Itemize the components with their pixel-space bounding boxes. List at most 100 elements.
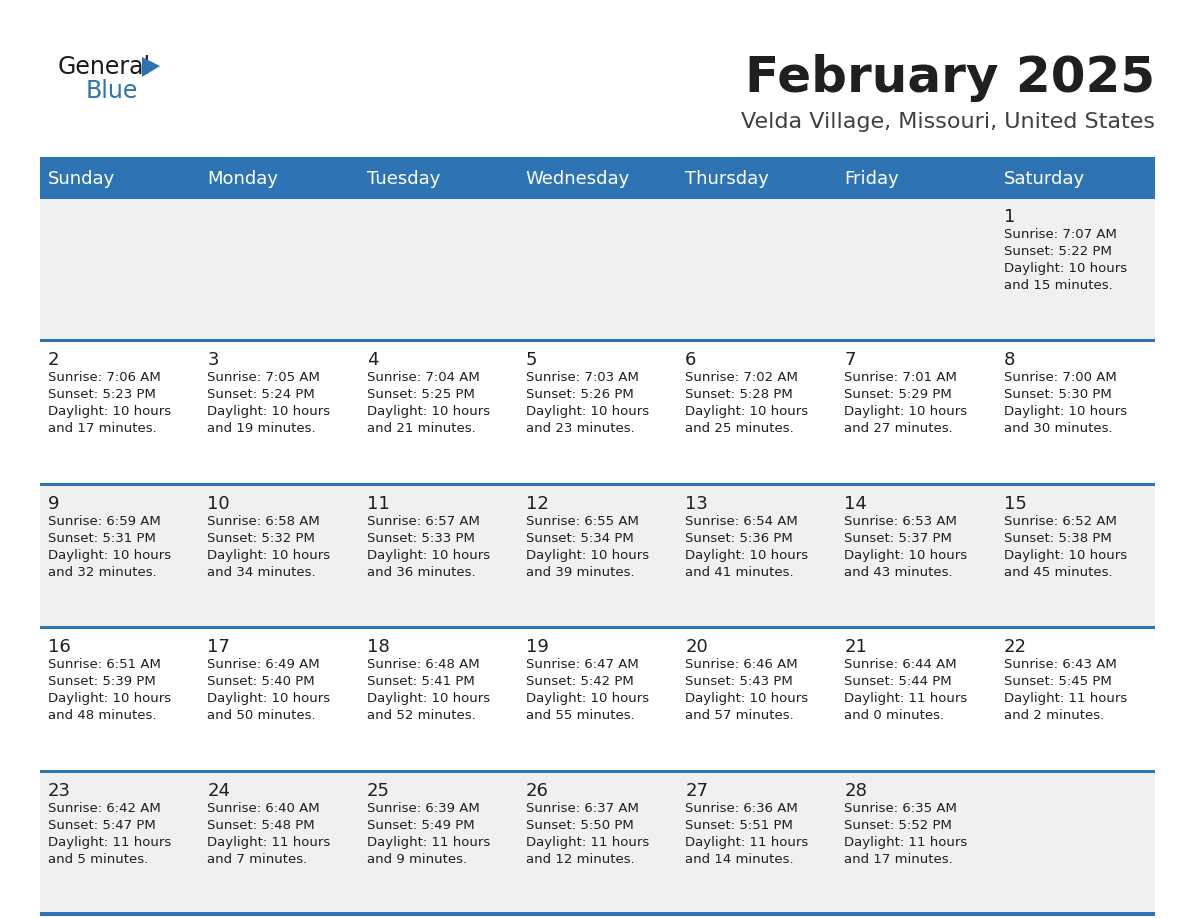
Text: 14: 14 <box>845 495 867 513</box>
Text: Sunrise: 6:51 AM: Sunrise: 6:51 AM <box>48 658 160 671</box>
Text: 20: 20 <box>685 638 708 656</box>
Text: Sunset: 5:24 PM: Sunset: 5:24 PM <box>207 388 315 401</box>
Text: and 19 minutes.: and 19 minutes. <box>207 422 316 435</box>
Text: Sunset: 5:36 PM: Sunset: 5:36 PM <box>685 532 792 544</box>
Text: Sunset: 5:43 PM: Sunset: 5:43 PM <box>685 676 792 688</box>
Text: and 50 minutes.: and 50 minutes. <box>207 710 316 722</box>
Bar <box>40 485 200 628</box>
Text: 19: 19 <box>526 638 549 656</box>
Text: and 17 minutes.: and 17 minutes. <box>845 853 953 866</box>
Text: Sunrise: 6:40 AM: Sunrise: 6:40 AM <box>207 801 320 814</box>
Text: and 55 minutes.: and 55 minutes. <box>526 710 634 722</box>
Text: 24: 24 <box>207 781 230 800</box>
Text: Wednesday: Wednesday <box>526 170 630 188</box>
Text: 4: 4 <box>367 352 378 369</box>
Text: Sunset: 5:22 PM: Sunset: 5:22 PM <box>1004 245 1112 258</box>
Bar <box>518 341 677 485</box>
Text: and 36 minutes.: and 36 minutes. <box>367 565 475 579</box>
Text: Daylight: 11 hours: Daylight: 11 hours <box>526 835 649 848</box>
Text: and 30 minutes.: and 30 minutes. <box>1004 422 1112 435</box>
Text: and 41 minutes.: and 41 minutes. <box>685 565 794 579</box>
Text: 11: 11 <box>367 495 390 513</box>
Bar <box>996 628 1155 772</box>
Bar <box>40 341 200 485</box>
Text: Tuesday: Tuesday <box>367 170 440 188</box>
Text: 23: 23 <box>48 781 71 800</box>
Bar <box>359 485 518 628</box>
Bar <box>40 198 200 341</box>
Bar <box>40 196 1155 199</box>
Bar <box>996 485 1155 628</box>
Bar <box>677 628 836 772</box>
Text: Sunset: 5:30 PM: Sunset: 5:30 PM <box>1004 388 1112 401</box>
Text: Sunset: 5:32 PM: Sunset: 5:32 PM <box>207 532 315 544</box>
Text: Sunrise: 6:37 AM: Sunrise: 6:37 AM <box>526 801 639 814</box>
Bar <box>996 772 1155 915</box>
Text: 6: 6 <box>685 352 696 369</box>
Bar <box>40 340 1155 342</box>
Bar <box>836 628 996 772</box>
Text: and 48 minutes.: and 48 minutes. <box>48 710 157 722</box>
Text: Daylight: 11 hours: Daylight: 11 hours <box>845 835 968 848</box>
Text: February 2025: February 2025 <box>745 54 1155 102</box>
Text: Sunset: 5:39 PM: Sunset: 5:39 PM <box>48 676 156 688</box>
Text: Sunrise: 6:54 AM: Sunrise: 6:54 AM <box>685 515 798 528</box>
Text: 5: 5 <box>526 352 537 369</box>
Text: and 34 minutes.: and 34 minutes. <box>207 565 316 579</box>
Bar <box>996 198 1155 341</box>
Text: Sunrise: 7:06 AM: Sunrise: 7:06 AM <box>48 372 160 385</box>
Text: Sunset: 5:25 PM: Sunset: 5:25 PM <box>367 388 474 401</box>
Bar <box>359 628 518 772</box>
Text: and 5 minutes.: and 5 minutes. <box>48 853 148 866</box>
Text: 16: 16 <box>48 638 71 656</box>
Text: and 52 minutes.: and 52 minutes. <box>367 710 475 722</box>
Text: and 21 minutes.: and 21 minutes. <box>367 422 475 435</box>
Text: 18: 18 <box>367 638 390 656</box>
Text: Sunrise: 6:53 AM: Sunrise: 6:53 AM <box>845 515 958 528</box>
Text: Daylight: 10 hours: Daylight: 10 hours <box>685 549 808 562</box>
Text: Daylight: 10 hours: Daylight: 10 hours <box>367 692 489 705</box>
Bar <box>677 485 836 628</box>
Bar <box>518 198 677 341</box>
Bar <box>200 341 359 485</box>
Text: Sunset: 5:47 PM: Sunset: 5:47 PM <box>48 819 156 832</box>
Text: Sunrise: 7:07 AM: Sunrise: 7:07 AM <box>1004 228 1117 241</box>
Bar <box>40 628 200 772</box>
Text: and 14 minutes.: and 14 minutes. <box>685 853 794 866</box>
Text: Daylight: 11 hours: Daylight: 11 hours <box>48 835 171 848</box>
Text: Sunset: 5:48 PM: Sunset: 5:48 PM <box>207 819 315 832</box>
Text: Sunrise: 6:52 AM: Sunrise: 6:52 AM <box>1004 515 1117 528</box>
Text: Sunrise: 7:00 AM: Sunrise: 7:00 AM <box>1004 372 1117 385</box>
Bar <box>518 485 677 628</box>
Bar <box>359 772 518 915</box>
Text: Daylight: 11 hours: Daylight: 11 hours <box>1004 692 1127 705</box>
Text: Sunset: 5:51 PM: Sunset: 5:51 PM <box>685 819 794 832</box>
Text: Sunrise: 7:02 AM: Sunrise: 7:02 AM <box>685 372 798 385</box>
Text: 7: 7 <box>845 352 855 369</box>
Text: Sunset: 5:33 PM: Sunset: 5:33 PM <box>367 532 474 544</box>
Bar <box>836 485 996 628</box>
Text: 13: 13 <box>685 495 708 513</box>
Text: Sunrise: 6:42 AM: Sunrise: 6:42 AM <box>48 801 160 814</box>
Bar <box>518 628 677 772</box>
Text: and 0 minutes.: and 0 minutes. <box>845 710 944 722</box>
Text: Sunset: 5:50 PM: Sunset: 5:50 PM <box>526 819 633 832</box>
Text: and 32 minutes.: and 32 minutes. <box>48 565 157 579</box>
Text: Sunset: 5:40 PM: Sunset: 5:40 PM <box>207 676 315 688</box>
Text: Sunset: 5:31 PM: Sunset: 5:31 PM <box>48 532 156 544</box>
Text: Sunrise: 6:36 AM: Sunrise: 6:36 AM <box>685 801 798 814</box>
Text: Sunset: 5:23 PM: Sunset: 5:23 PM <box>48 388 156 401</box>
Text: 2: 2 <box>48 352 59 369</box>
Bar <box>40 769 1155 773</box>
Text: Daylight: 10 hours: Daylight: 10 hours <box>685 406 808 419</box>
Bar <box>359 341 518 485</box>
Text: Sunset: 5:29 PM: Sunset: 5:29 PM <box>845 388 952 401</box>
Text: and 7 minutes.: and 7 minutes. <box>207 853 308 866</box>
Text: Sunrise: 6:46 AM: Sunrise: 6:46 AM <box>685 658 798 671</box>
Text: Sunrise: 6:39 AM: Sunrise: 6:39 AM <box>367 801 479 814</box>
Text: and 9 minutes.: and 9 minutes. <box>367 853 467 866</box>
Text: 8: 8 <box>1004 352 1015 369</box>
Text: Sunset: 5:34 PM: Sunset: 5:34 PM <box>526 532 633 544</box>
Polygon shape <box>143 57 160 77</box>
Text: Velda Village, Missouri, United States: Velda Village, Missouri, United States <box>741 112 1155 132</box>
